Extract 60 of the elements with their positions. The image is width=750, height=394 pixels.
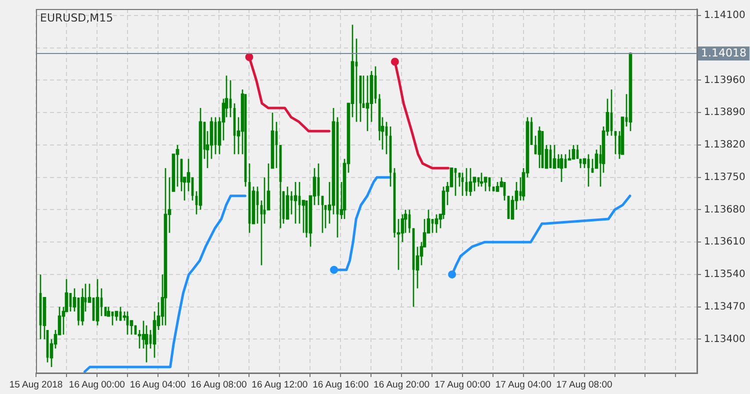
candlestick bbox=[496, 181, 500, 192]
candlestick bbox=[164, 167, 168, 326]
candlestick bbox=[560, 154, 564, 183]
candlestick bbox=[628, 52, 632, 132]
candlestick bbox=[572, 144, 576, 160]
x-tick-label: 17 Aug 04:00 bbox=[495, 379, 552, 390]
candlestick bbox=[594, 148, 598, 169]
y-tick-label: 1.13680 bbox=[704, 204, 746, 216]
x-tick-label: 16 Aug 12:00 bbox=[252, 379, 308, 390]
x-tick-label: 15 Aug 2018 bbox=[9, 379, 63, 390]
y-tick-label: 1.13400 bbox=[704, 334, 746, 345]
candlestick bbox=[434, 214, 438, 234]
candlestick bbox=[96, 278, 100, 326]
candlestick bbox=[472, 176, 476, 192]
candlestick bbox=[210, 116, 214, 160]
candlestick bbox=[270, 112, 274, 169]
candlestick bbox=[370, 70, 374, 123]
candlestick bbox=[294, 181, 298, 224]
candlestick bbox=[582, 158, 586, 169]
x-tick-label: 16 Aug 00:00 bbox=[68, 379, 125, 390]
candlestick bbox=[186, 158, 190, 192]
candlestick bbox=[302, 200, 306, 234]
candlestick bbox=[198, 107, 202, 210]
y-tick-label: 1.13610 bbox=[704, 236, 746, 248]
candlestick bbox=[538, 126, 542, 169]
candlestick bbox=[468, 167, 472, 197]
candlestick bbox=[152, 310, 156, 358]
chart-title: EURUSD,M15 bbox=[40, 11, 114, 24]
candlestick bbox=[400, 214, 404, 243]
x-tick-label: 16 Aug 16:00 bbox=[312, 379, 369, 390]
candlestick bbox=[366, 74, 370, 132]
candlestick bbox=[104, 306, 107, 317]
candlestick bbox=[114, 310, 118, 322]
y-tick-label: 1.13820 bbox=[704, 140, 746, 151]
candlestick bbox=[552, 144, 556, 169]
x-tick-label: 17 Aug 00:00 bbox=[434, 379, 490, 390]
candlestick bbox=[541, 130, 544, 169]
x-tick-label: 16 Aug 04:00 bbox=[130, 379, 186, 390]
candlestick bbox=[144, 324, 148, 364]
candlestick bbox=[92, 296, 95, 322]
candlestick bbox=[332, 107, 336, 216]
candlestick bbox=[130, 320, 134, 336]
y-tick-label: 1.14100 bbox=[704, 10, 746, 22]
candlestick bbox=[484, 176, 488, 192]
y-tick-label: 1.13470 bbox=[704, 301, 746, 312]
x-tick-label: 17 Aug 08:00 bbox=[556, 379, 612, 390]
x-tick-label: 16 Aug 08:00 bbox=[190, 379, 247, 390]
candlestick bbox=[80, 288, 84, 326]
x-tick-label: 16 Aug 20:00 bbox=[374, 379, 430, 390]
candlestick bbox=[252, 186, 256, 224]
y-tick-label: 1.13890 bbox=[704, 107, 746, 118]
candlestick bbox=[620, 116, 624, 155]
candlestick bbox=[286, 186, 290, 220]
ref-line-label: 1.14018 bbox=[701, 46, 746, 60]
candlestick bbox=[507, 195, 510, 220]
y-tick-label: 1.13750 bbox=[704, 172, 746, 183]
candlestick bbox=[266, 162, 270, 210]
candlestick bbox=[106, 306, 110, 317]
y-tick-label: 1.13960 bbox=[704, 74, 746, 86]
y-tick-label: 1.13540 bbox=[704, 269, 746, 280]
